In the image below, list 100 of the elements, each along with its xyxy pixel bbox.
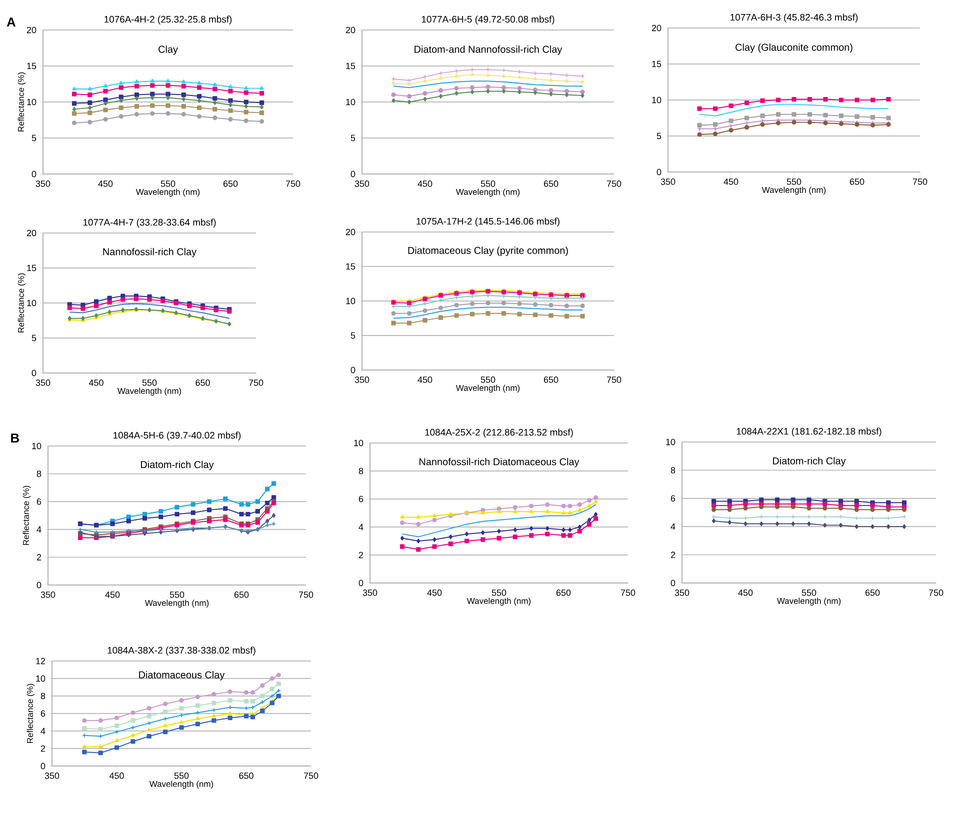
x-tick-label: 550 — [802, 590, 816, 596]
chart-title: 1084A-22X1 (181.62-182.18 mbsf) — [736, 428, 882, 436]
text: Diatom-and Nannofossil-rich Clay — [414, 46, 562, 55]
y-axis-title: Reflectance (%) — [22, 486, 31, 545]
y-tick-label: 10 — [32, 442, 42, 450]
chart-title: 1076A-4H-2 (25.32-25.8 mbsf) — [104, 16, 232, 24]
y-tick-label: 0 — [40, 762, 46, 770]
y-tick-label: 5 — [656, 132, 662, 140]
x-axis-title: Wavelength (nm) — [136, 188, 200, 197]
x-tick-label: 350 — [660, 178, 676, 185]
x-tick-label: 750 — [928, 590, 944, 596]
x-tick-label: 350 — [674, 590, 690, 596]
y-tick-label: 20 — [26, 230, 36, 236]
x-axis-title: Wavelength (nm) — [776, 598, 841, 606]
y-tick-label: 8 — [670, 467, 676, 474]
text: Diatom-rich Clay — [773, 457, 846, 466]
y-tick-label: 6 — [40, 710, 46, 717]
chart-title: 1077A-6H-5 (49.72-50.08 mbsf) — [422, 16, 554, 24]
y-tick-label: 0 — [32, 170, 36, 178]
y-tick-label: 10 — [346, 298, 356, 304]
y-tick-label: 5 — [350, 332, 356, 339]
text: Clay — [158, 46, 178, 55]
x-tick-label: 750 — [606, 180, 622, 187]
x-axis-title: Wavelength (nm) — [456, 384, 520, 393]
x-tick-label: 650 — [239, 772, 254, 779]
y-tick-label: 15 — [27, 62, 36, 70]
y-tick-label: 0 — [358, 580, 364, 586]
y-tick-label: 12 — [36, 658, 46, 664]
text: Clay (Glauconite common) — [736, 44, 852, 53]
y-tick-label: 6 — [670, 495, 676, 502]
x-tick-label: 650 — [865, 590, 880, 596]
x-axis-title: Wavelength (nm) — [149, 780, 214, 789]
y-tick-label: 2 — [40, 745, 46, 752]
x-tick-label: 350 — [44, 772, 60, 779]
chart-title: 1075A-17H-2 (145.5-146.06 mbsf) — [416, 218, 560, 226]
x-tick-label: 450 — [418, 180, 432, 187]
y-tick-label: 5 — [32, 134, 36, 142]
chart-title: 1077A-4H-7 (33.28-33.64 mbsf) — [83, 218, 216, 228]
y-tick-label: 0 — [350, 170, 356, 178]
chart-title: 1084A-38X-2 (337.38-338.02 mbsf) — [108, 646, 256, 656]
x-tick-label: 750 — [912, 178, 928, 185]
text: B — [11, 434, 20, 442]
x-axis-title: Wavelength (nm) — [456, 188, 520, 197]
y-tick-label: 10 — [36, 675, 46, 682]
x-axis-title: Wavelength (nm) — [762, 186, 826, 195]
y-tick-label: 10 — [27, 98, 36, 106]
x-tick-label: 450 — [98, 180, 113, 187]
chart-title: 1084A-5H-6 (39.7-40.02 mbsf) — [114, 432, 241, 440]
y-tick-label: 4 — [670, 524, 676, 530]
y-tick-label: 4 — [36, 526, 42, 532]
x-tick-label: 350 — [40, 592, 56, 598]
x-tick-label: 550 — [786, 178, 802, 185]
x-tick-label: 350 — [354, 180, 370, 187]
x-tick-label: 350 — [354, 376, 370, 383]
y-tick-label: 5 — [32, 334, 36, 342]
x-tick-label: 750 — [304, 772, 318, 779]
x-tick-label: 350 — [36, 380, 50, 386]
y-tick-label: 4 — [40, 728, 46, 734]
x-tick-label: 550 — [142, 380, 157, 386]
y-tick-label: 2 — [670, 552, 676, 558]
x-tick-label: 450 — [109, 772, 124, 779]
text: Diatom-rich Clay — [141, 460, 214, 470]
x-tick-label: 550 — [160, 180, 176, 187]
y-tick-label: 10 — [346, 98, 356, 106]
chart-title: 1077A-6H-3 (45.82-46.3 mbsf) — [730, 14, 858, 22]
text: Nannofossil-rich Clay — [103, 248, 197, 258]
x-tick-label: 650 — [196, 380, 210, 386]
text: A — [6, 18, 16, 26]
text: Diatomaceous Clay (pyrite common) — [408, 246, 568, 256]
y-tick-label: 2 — [358, 552, 364, 558]
x-tick-label: 550 — [492, 590, 506, 596]
x-tick-label: 750 — [286, 180, 300, 187]
y-tick-label: 8 — [358, 468, 364, 474]
x-tick-label: 550 — [480, 180, 496, 187]
x-tick-label: 450 — [427, 590, 442, 596]
y-tick-label: 8 — [36, 470, 42, 477]
x-tick-label: 350 — [36, 180, 50, 187]
x-tick-label: 550 — [174, 772, 189, 779]
y-tick-label: 5 — [350, 134, 356, 142]
y-axis-title: Reflectance (%) — [18, 72, 26, 132]
x-tick-label: 450 — [738, 590, 753, 596]
y-tick-label: 15 — [652, 60, 662, 68]
x-tick-label: 750 — [620, 590, 636, 596]
y-tick-label: 15 — [346, 263, 356, 270]
y-axis-title: Reflectance (%) — [18, 273, 26, 332]
y-axis-title: Reflectance (%) — [26, 684, 35, 743]
x-tick-label: 550 — [480, 376, 496, 383]
y-tick-label: 6 — [358, 496, 364, 502]
x-tick-label: 650 — [544, 376, 558, 383]
x-tick-label: 650 — [544, 180, 558, 187]
x-tick-label: 450 — [88, 380, 104, 386]
x-tick-label: 750 — [248, 380, 264, 386]
x-axis-title: Wavelength (nm) — [144, 600, 209, 608]
y-tick-label: 0 — [36, 582, 42, 588]
y-tick-label: 10 — [354, 440, 364, 446]
y-tick-label: 10 — [27, 300, 36, 306]
x-axis-title: Wavelength (nm) — [466, 598, 531, 606]
x-tick-label: 650 — [850, 178, 864, 185]
x-tick-label: 450 — [418, 376, 432, 383]
y-tick-label: 0 — [656, 168, 662, 176]
